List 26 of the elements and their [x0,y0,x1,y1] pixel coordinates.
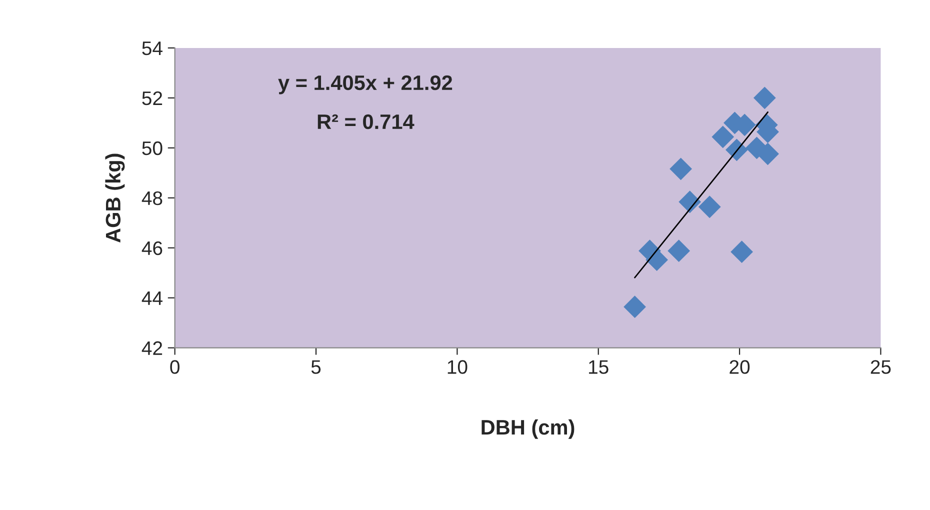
y-tick-label: 44 [142,292,162,305]
point [726,138,748,162]
point [698,196,721,218]
point [730,240,753,264]
annotation: R² = 0.714 [318,114,414,130]
y-tick-label: 54 [142,42,162,56]
x-tick-label: 10 [448,360,468,374]
y-tick-label: 46 [142,241,162,256]
x-tick-label: 15 [589,360,608,374]
y-tick-label: 50 [142,141,162,156]
annotation: y = 1.405x + 21.92 [278,75,452,94]
point [712,126,734,148]
x-tick-label: 25 [870,360,891,374]
y-tick-label: 48 [142,191,162,206]
y-tick-label: 42 [142,341,162,355]
point [668,240,690,262]
point [624,296,646,318]
point [670,158,692,180]
y-tick-label: 52 [142,91,162,106]
y-axis-title: AGB (kg) [105,154,125,242]
x-tick-label: 20 [730,360,750,374]
x-axis-title: DBH (cm) [482,419,574,439]
point [753,86,776,110]
point [678,190,702,214]
x-tick-label: 5 [311,360,321,374]
x-tick-label: 0 [170,360,180,374]
